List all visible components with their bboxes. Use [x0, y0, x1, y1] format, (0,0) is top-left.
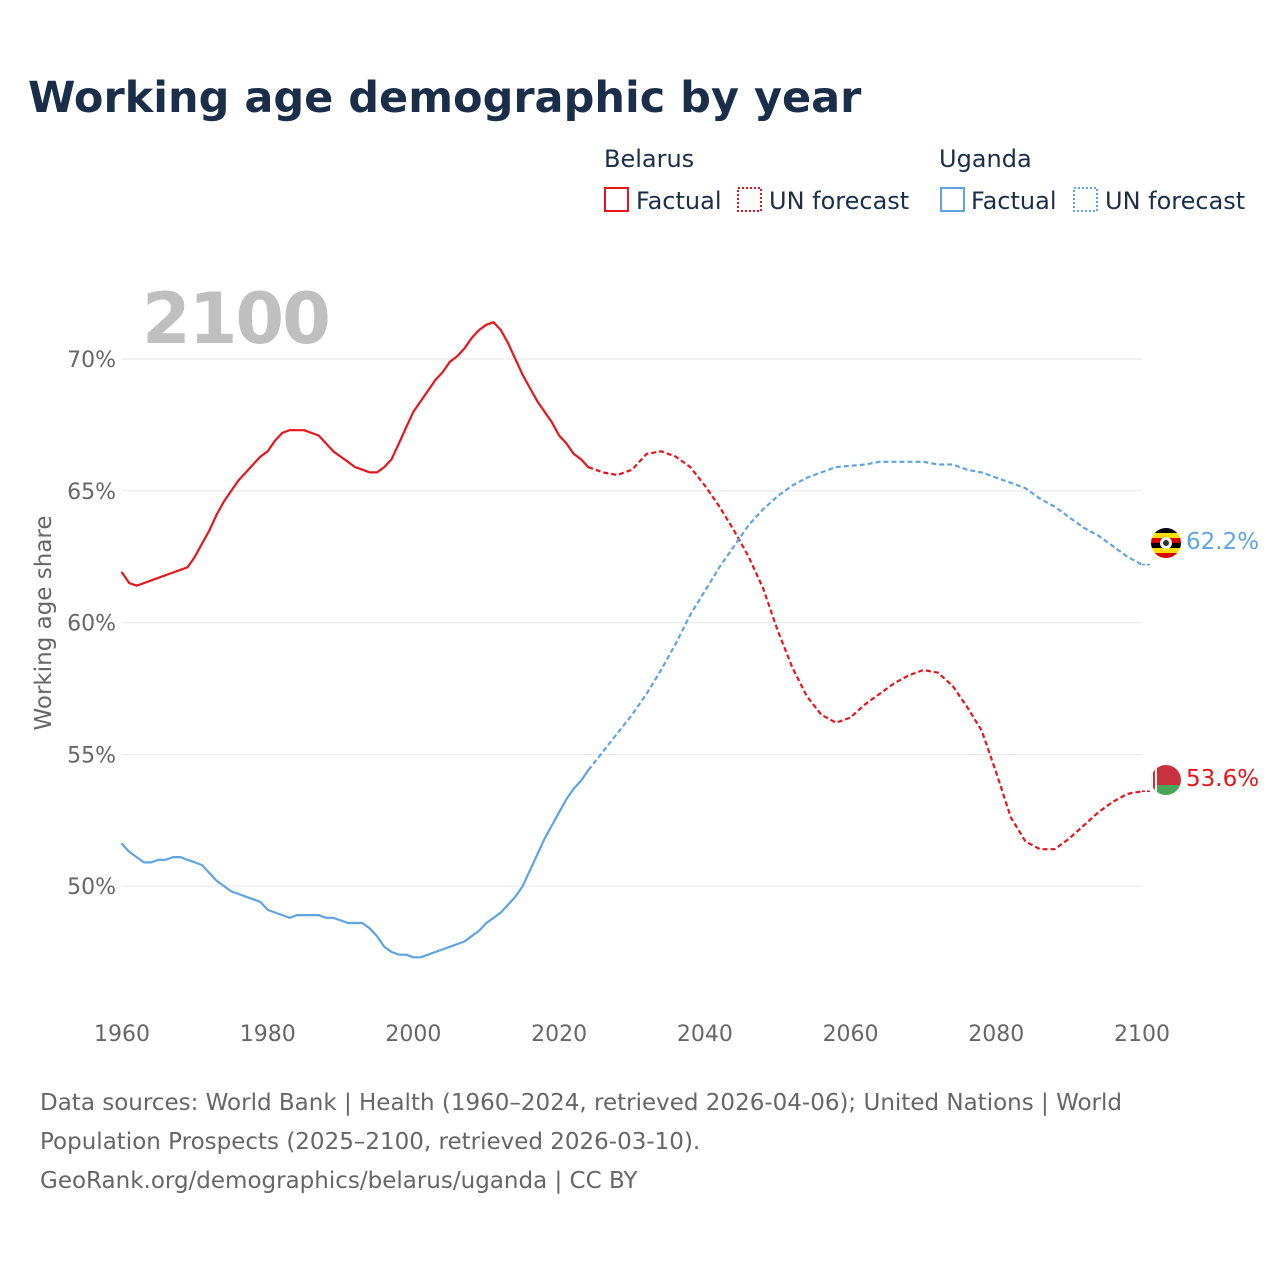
legend-swatch-belarus-forecast: [737, 187, 762, 212]
belarus-end-value: 53.6%: [1186, 766, 1259, 792]
y-tick-label: 60%: [67, 612, 116, 637]
y-tick-label: 55%: [67, 743, 116, 768]
uganda-factual-line[interactable]: [120, 769, 590, 959]
chart-title: Working age demographic by year: [28, 73, 862, 123]
belarus-factual-line[interactable]: [120, 321, 590, 587]
legend-group-belarus: Belarus: [604, 145, 694, 173]
legend-label-uganda-factual[interactable]: Factual: [971, 187, 1057, 215]
current-year-watermark: 2100: [142, 278, 329, 360]
footer-sources: Data sources: World Bank | Health (1960–…: [40, 1084, 1220, 1201]
legend-swatch-belarus-factual: [604, 187, 629, 212]
uganda-forecast-line[interactable]: [587, 460, 1143, 771]
belarus-forecast-line[interactable]: [587, 450, 1143, 851]
y-tick-label: 50%: [67, 875, 116, 900]
footer-line-3[interactable]: GeoRank.org/demographics/belarus/uganda …: [40, 1168, 638, 1194]
legend-label-belarus-factual[interactable]: Factual: [636, 187, 722, 215]
gridlines: [122, 358, 1142, 887]
legend-label-belarus-forecast[interactable]: UN forecast: [769, 187, 909, 215]
series-lines: [120, 321, 1152, 959]
x-tick-label: 2000: [385, 1022, 441, 1047]
x-tick-label: 2060: [823, 1022, 879, 1047]
footer-line-2: Population Prospects (2025–2100, retriev…: [40, 1129, 701, 1155]
x-tick-label: 2100: [1114, 1022, 1170, 1047]
working-age-chart: Working age demographic by year Belarus …: [28, 73, 1259, 1047]
legend-swatch-uganda-forecast: [1073, 187, 1098, 212]
legend: Belarus Factual UN forecast Uganda Factu…: [604, 145, 1245, 215]
x-tick-label: 2080: [968, 1022, 1024, 1047]
y-tick-label: 65%: [67, 480, 116, 505]
y-axis-label: Working age share: [31, 515, 57, 730]
legend-label-uganda-forecast[interactable]: UN forecast: [1105, 187, 1245, 215]
x-tick-label: 2040: [677, 1022, 733, 1047]
uganda-flag-icon: [1151, 528, 1181, 558]
uganda-end-value: 62.2%: [1186, 529, 1259, 555]
x-tick-label: 1980: [240, 1022, 296, 1047]
footer-line-1: Data sources: World Bank | Health (1960–…: [40, 1090, 1122, 1116]
x-axis: 1960 1980 2000 2020 2040 2060 2080 2100: [94, 1022, 1170, 1047]
y-tick-label: 70%: [67, 348, 116, 373]
belarus-flag-icon: [1151, 765, 1181, 795]
y-axis: 50% 55% 60% 65% 70%: [67, 348, 116, 900]
x-tick-label: 2020: [531, 1022, 587, 1047]
x-tick-label: 1960: [94, 1022, 150, 1047]
legend-group-uganda: Uganda: [939, 145, 1032, 173]
legend-swatch-uganda-factual: [940, 187, 965, 212]
